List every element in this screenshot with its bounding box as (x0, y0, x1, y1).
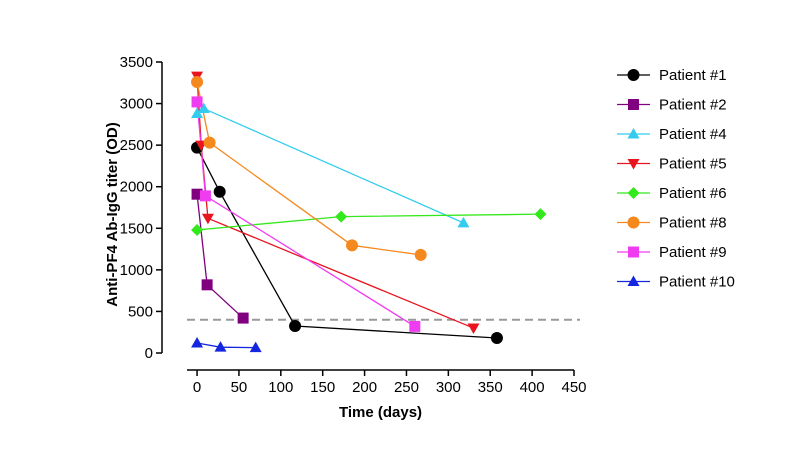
legend-label: Patient #9 (659, 244, 727, 261)
y-tick-label: 1500 (120, 220, 153, 237)
x-tick-label: 0 (193, 379, 201, 396)
y-tick-label: 3500 (120, 54, 153, 71)
legend-label: Patient #10 (659, 274, 735, 291)
x-tick-label: 200 (352, 379, 377, 396)
data-point (191, 223, 204, 236)
data-point (289, 319, 302, 332)
legend-marker (628, 99, 639, 110)
data-point (414, 248, 427, 261)
axes: 0 500 1000 1500 2000 2500 3000 3500 0 50 100 150 200… (120, 54, 587, 396)
y-tick-label: 1000 (120, 262, 153, 279)
legend-marker (627, 187, 640, 199)
legend-label: Patient #5 (659, 156, 727, 173)
data-point (467, 323, 480, 335)
legend-marker (627, 69, 640, 81)
data-point (191, 337, 204, 348)
data-point (199, 190, 211, 202)
x-tick-label: 350 (478, 379, 503, 396)
legend: Patient #1 Patient #2 Patient #4 Patient #5… (617, 67, 735, 291)
series-line (196, 76, 474, 329)
series-line (196, 147, 497, 339)
x-tick-label: 300 (436, 379, 461, 396)
x-tick-label: 50 (231, 379, 248, 396)
data-point (191, 75, 204, 88)
y-tick-label: 0 (145, 345, 153, 362)
series-line (196, 107, 464, 224)
data-point (201, 213, 214, 225)
plot-area (187, 71, 580, 353)
series-line (196, 194, 244, 319)
y-axis-title: Anti-PF4 Ab-IgG titer (OD) (104, 122, 121, 306)
x-tick-label: 150 (310, 379, 335, 396)
legend-label: Patient #2 (659, 97, 727, 114)
data-point (409, 320, 421, 332)
legend-marker (627, 275, 640, 286)
legend-label: Patient #1 (659, 67, 727, 84)
data-point (203, 136, 216, 149)
x-axis-title: Time (days) (339, 404, 422, 421)
series-line (196, 101, 416, 327)
legend-marker (627, 128, 640, 139)
legend-label: Patient #6 (659, 185, 727, 202)
data-point (490, 332, 503, 345)
data-point (191, 96, 203, 108)
series-line (196, 342, 256, 349)
data-point (213, 185, 226, 198)
data-point (346, 239, 359, 252)
legend-marker (627, 216, 640, 229)
legend-marker (627, 159, 640, 170)
data-point (249, 341, 262, 353)
legend-label: Patient #4 (659, 126, 727, 143)
data-point (534, 208, 547, 221)
data-point (197, 102, 210, 114)
x-tick-label: 250 (394, 379, 419, 396)
data-point (457, 216, 470, 228)
series-line (196, 81, 421, 256)
y-tick-label: 500 (128, 303, 153, 320)
x-tick-label: 450 (561, 379, 586, 396)
y-tick-label: 2500 (120, 137, 153, 154)
data-point (335, 210, 348, 223)
data-point (191, 188, 203, 200)
x-tick-label: 400 (520, 379, 545, 396)
y-tick-label: 2000 (120, 179, 153, 196)
legend-marker (628, 246, 639, 258)
data-point (237, 312, 249, 324)
data-point (201, 279, 213, 291)
y-tick-label: 3000 (120, 96, 153, 113)
data-point (191, 107, 204, 119)
x-tick-label: 100 (268, 379, 293, 396)
legend-label: Patient #8 (659, 215, 727, 232)
data-point (214, 341, 227, 352)
